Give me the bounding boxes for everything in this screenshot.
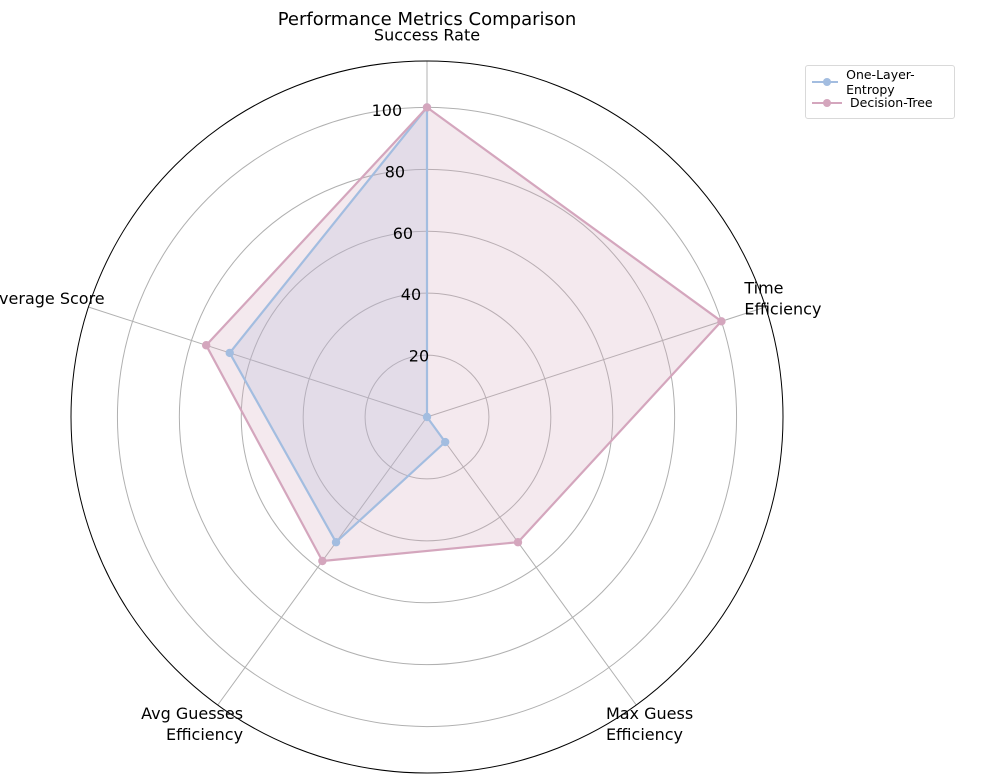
axis-label: Time Efficiency — [743, 278, 821, 318]
axis-label: Average Score — [0, 289, 105, 308]
axis-label: Max Guess Efficiency — [606, 704, 693, 744]
series-2-point — [422, 103, 432, 112]
series-fill-1 — [229, 107, 446, 543]
chart-title: Performance Metrics Comparison — [278, 9, 577, 30]
series-line-1 — [228, 106, 447, 544]
tick-label: 80 — [385, 162, 405, 181]
tick-label: 60 — [393, 224, 413, 243]
legend-swatch-series-2 — [812, 97, 842, 109]
legend-label-series-1: One-Layer-Entropy — [846, 66, 915, 97]
axis-label: Avg Guesses Efficiency — [141, 704, 243, 744]
tick-label: 20 — [409, 347, 429, 366]
series-lines — [201, 103, 726, 566]
series-1-point — [440, 437, 450, 447]
series-2-point — [717, 317, 726, 326]
tick-label: 100 — [372, 101, 403, 120]
legend: One-Layer-Entropy Decision-Tree — [805, 65, 955, 119]
spoke-line — [426, 416, 637, 706]
axis-label: Success Rate — [374, 26, 480, 45]
outer-frame — [70, 60, 784, 774]
series-2-point — [513, 538, 523, 547]
legend-swatch-series-1 — [812, 76, 839, 88]
series-1-point — [331, 538, 341, 547]
series-fill-2 — [206, 107, 722, 562]
series-1-point — [422, 412, 432, 422]
spoke-line — [426, 306, 766, 418]
legend-item: One-Layer-Entropy — [812, 67, 948, 97]
series-line-2 — [205, 106, 723, 563]
legend-item: Decision-Tree — [812, 92, 948, 113]
axis-labels: Success Rate Time Efficiency Max Guess Effic… — [0, 26, 821, 745]
spoke-line — [88, 306, 428, 418]
series-2-point — [201, 341, 211, 350]
series-2-point — [318, 556, 327, 566]
series-fills — [206, 107, 722, 562]
series-1-point — [225, 348, 234, 358]
legend-label-series-2: Decision-Tree — [850, 95, 933, 110]
radial-tick-labels: 20 40 60 80 100 — [372, 101, 430, 366]
tick-label: 40 — [401, 285, 421, 304]
